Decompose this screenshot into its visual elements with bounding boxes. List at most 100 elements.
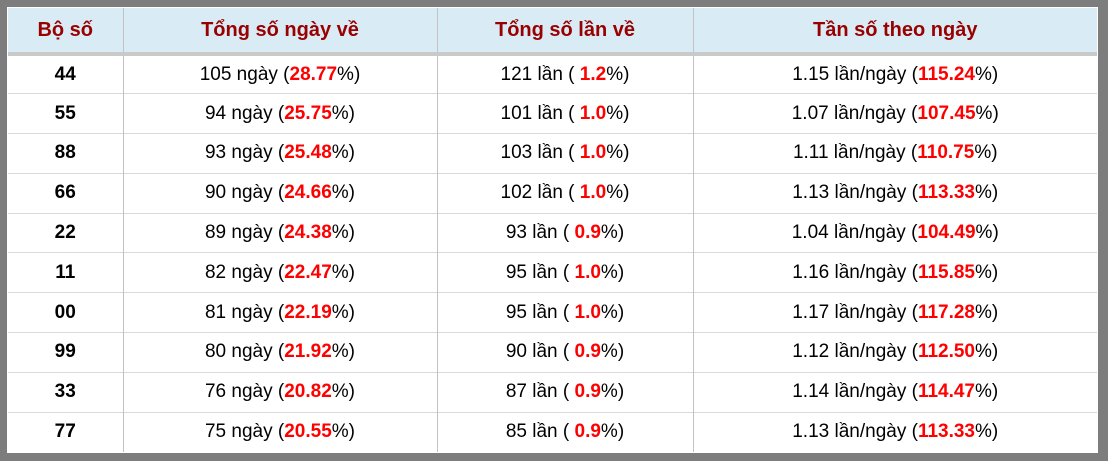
- times-cell-percentage: 1.0: [579, 102, 607, 124]
- days-cell-suffix: %): [331, 301, 355, 323]
- days-cell-percentage: 28.77: [289, 63, 338, 85]
- days-cell: 81 ngày (22.19%): [122, 292, 437, 333]
- frequency-cell: 1.13 lần/ngày (113.33%): [692, 172, 1097, 214]
- table-row: 88 93 ngày (25.48%) 103 lần ( 1.0%) 1.11 lầ…: [8, 133, 1097, 174]
- frequency-cell-text: 1.04 lần/ngày (: [791, 222, 918, 244]
- days-cell: 76 ngày (20.82%): [122, 371, 437, 413]
- table-header: Bộ số Tổng số ngày về Tổng số lần về Tần…: [8, 8, 1097, 56]
- days-cell-percentage: 25.48: [284, 142, 332, 164]
- times-cell: 87 lần ( 0.9%): [436, 371, 693, 413]
- days-cell: 105 ngày (28.77%): [122, 54, 437, 94]
- frequency-cell-suffix: %): [975, 102, 999, 124]
- times-cell-text: 90 lần (: [505, 341, 575, 363]
- times-cell-suffix: %): [600, 301, 625, 323]
- times-cell-text: 95 lần (: [505, 261, 575, 283]
- frequency-cell-percentage: 114.47: [917, 381, 976, 403]
- times-cell: 95 lần ( 1.0%): [436, 292, 693, 333]
- days-cell: 82 ngày (22.47%): [122, 252, 437, 293]
- times-cell-suffix: %): [606, 142, 630, 164]
- times-cell-percentage: 1.0: [574, 261, 601, 283]
- frequency-cell-suffix: %): [975, 222, 999, 244]
- days-cell: 93 ngày (25.48%): [122, 133, 437, 174]
- times-cell-suffix: %): [600, 381, 625, 403]
- times-cell-text: 95 lần (: [505, 301, 575, 323]
- frequency-cell-suffix: %): [975, 261, 999, 283]
- days-cell-percentage: 20.55: [284, 421, 332, 443]
- frequency-cell-suffix: %): [975, 301, 999, 323]
- times-cell: 93 lần ( 0.9%): [436, 212, 693, 253]
- days-cell-suffix: %): [331, 421, 355, 443]
- days-cell-suffix: %): [331, 142, 355, 164]
- days-cell-suffix: %): [331, 261, 355, 283]
- days-cell-text: 80 ngày (: [204, 341, 285, 363]
- days-cell-percentage: 21.92: [284, 341, 332, 363]
- frequency-cell: 1.15 lần/ngày (115.24%): [692, 54, 1097, 94]
- frequency-cell-text: 1.11 lần/ngày (: [792, 142, 918, 164]
- frequency-cell-suffix: %): [974, 142, 998, 164]
- frequency-cell: 1.14 lần/ngày (114.47%): [692, 371, 1097, 413]
- pair-number-cell: 11: [8, 252, 123, 293]
- times-cell-text: 121 lần (: [500, 63, 580, 85]
- pair-number-cell: 00: [8, 292, 123, 333]
- days-cell-suffix: %): [331, 102, 355, 124]
- days-cell-suffix: %): [331, 341, 355, 363]
- days-cell-text: 81 ngày (: [204, 301, 285, 323]
- times-cell-percentage: 0.9: [574, 421, 601, 443]
- times-cell-text: 87 lần (: [505, 381, 575, 403]
- times-cell-text: 85 lần (: [505, 421, 575, 443]
- table-row: 99 80 ngày (21.92%) 90 lần ( 0.9%) 1.12 lần…: [8, 332, 1097, 373]
- days-cell-suffix: %): [337, 63, 361, 85]
- days-cell-text: 93 ngày (: [204, 142, 285, 164]
- frequency-cell-text: 1.16 lần/ngày (: [792, 261, 918, 283]
- frequency-cell-percentage: 104.49: [917, 222, 976, 244]
- days-cell-text: 105 ngày (: [199, 63, 290, 85]
- frequency-cell: 1.17 lần/ngày (117.28%): [692, 292, 1097, 333]
- table-row: 44 105 ngày (28.77%) 121 lần ( 1.2%) 1.15 l…: [8, 54, 1097, 94]
- frequency-cell-percentage: 113.33: [917, 182, 976, 204]
- days-cell-percentage: 25.75: [284, 102, 332, 124]
- pair-number-cell: 77: [8, 411, 123, 452]
- table-row: 77 75 ngày (20.55%) 85 lần ( 0.9%) 1.13 lần…: [8, 411, 1097, 452]
- frequency-cell-suffix: %): [975, 381, 999, 403]
- times-cell-percentage: 1.0: [579, 142, 607, 164]
- frequency-cell-suffix: %): [975, 421, 999, 443]
- times-cell-suffix: %): [600, 421, 625, 443]
- frequency-cell-percentage: 110.75: [917, 142, 975, 164]
- pair-number-cell: 55: [8, 93, 123, 134]
- pair-number-cell: 22: [8, 212, 123, 253]
- frequency-cell-text: 1.12 lần/ngày (: [792, 341, 918, 363]
- header-frequency-column: Tần số theo ngày: [692, 8, 1097, 56]
- frequency-cell-percentage: 113.33: [917, 421, 976, 443]
- header-times-column: Tổng số lần về: [436, 8, 693, 56]
- frequency-cell-text: 1.13 lần/ngày (: [792, 421, 918, 443]
- days-cell: 90 ngày (24.66%): [122, 172, 437, 214]
- frequency-cell-percentage: 112.50: [917, 341, 976, 363]
- times-cell: 85 lần ( 0.9%): [436, 411, 693, 452]
- days-cell: 80 ngày (21.92%): [122, 332, 437, 373]
- times-cell: 101 lần ( 1.0%): [436, 93, 693, 134]
- times-cell-suffix: %): [606, 63, 630, 85]
- times-cell-percentage: 1.2: [579, 63, 607, 85]
- frequency-cell-suffix: %): [975, 63, 999, 85]
- days-cell-percentage: 22.19: [284, 301, 332, 323]
- frequency-cell: 1.04 lần/ngày (104.49%): [692, 212, 1097, 253]
- times-cell-text: 103 lần (: [500, 142, 580, 164]
- table-row: 55 94 ngày (25.75%) 101 lần ( 1.0%) 1.07 lầ…: [8, 93, 1097, 134]
- days-cell-text: 76 ngày (: [204, 381, 285, 403]
- days-cell-percentage: 22.47: [284, 261, 332, 283]
- times-cell: 95 lần ( 1.0%): [436, 252, 693, 293]
- times-cell: 103 lần ( 1.0%): [436, 133, 693, 174]
- frequency-cell-text: 1.15 lần/ngày (: [792, 63, 918, 85]
- times-cell-percentage: 1.0: [574, 301, 601, 323]
- frequency-cell: 1.16 lần/ngày (115.85%): [692, 252, 1097, 293]
- days-cell-percentage: 24.38: [284, 222, 332, 244]
- table-row: 11 82 ngày (22.47%) 95 lần ( 1.0%) 1.16 lần…: [8, 252, 1097, 293]
- frequency-cell: 1.11 lần/ngày (110.75%): [692, 133, 1097, 174]
- days-cell-suffix: %): [331, 222, 355, 244]
- frequency-cell-text: 1.14 lần/ngày (: [792, 381, 918, 403]
- frequency-cell-suffix: %): [975, 182, 999, 204]
- times-cell: 102 lần ( 1.0%): [436, 172, 693, 214]
- table-body: 44 105 ngày (28.77%) 121 lần ( 1.2%) 1.15 l…: [8, 54, 1097, 452]
- days-cell-text: 89 ngày (: [204, 222, 285, 244]
